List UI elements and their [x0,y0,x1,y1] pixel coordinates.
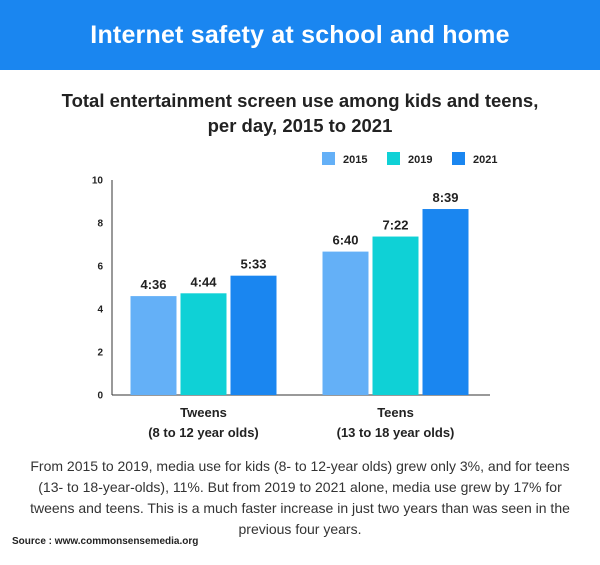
category-sublabel-teens: (13 to 18 year olds) [337,425,455,440]
bar-teens-2019 [372,236,419,395]
category-labels: Tweens (8 to 12 year olds) Teens (13 to 18 … [148,405,454,440]
category-label-tweens: Tweens [180,405,227,420]
bar-teens-2015 [322,251,369,395]
y-tick-label-0: 0 [97,391,103,402]
legend-label-2021: 2021 [473,154,497,166]
bar-value-label-teens-2019: 7:22 [382,218,408,233]
bar-teens-2021 [422,209,469,395]
y-tick-label-4: 4 [97,305,103,316]
bar-value-label-teens-2021: 8:39 [432,190,458,205]
category-sublabel-tweens: (8 to 12 year olds) [148,425,259,440]
bar-tweens-2015 [130,296,177,395]
bar-tweens-2019 [180,293,227,395]
source-credit: Source : www.commonsensemedia.org [12,536,199,547]
y-tick-label-2: 2 [97,348,103,359]
y-tick-label-10: 10 [92,176,104,187]
bar-value-labels: 4:36 4:44 5:33 6:40 7:22 8:39 [140,190,458,292]
header-banner: Internet safety at school and home [0,0,600,70]
bar-value-label-tweens-2015: 4:36 [140,277,166,292]
bars-group [130,209,469,395]
legend-label-2015: 2015 [343,154,367,166]
y-tick-labels: 0 2 4 6 8 10 [92,176,104,402]
y-tick-label-6: 6 [97,262,103,273]
bar-tweens-2021 [230,275,277,395]
legend-swatch-2021 [452,152,465,165]
y-tick-label-8: 8 [97,219,103,230]
bar-value-label-tweens-2021: 5:33 [240,257,266,272]
bar-value-label-tweens-2019: 4:44 [190,274,217,289]
chart-legend: 2015 2019 2021 [322,152,497,166]
category-label-teens: Teens [377,405,414,420]
legend-swatch-2015 [322,152,335,165]
banner-title: Internet safety at school and home [90,20,510,49]
legend-label-2019: 2019 [408,154,432,166]
legend-swatch-2019 [387,152,400,165]
summary-paragraph: From 2015 to 2019, media use for kids (8… [30,458,570,537]
chart-title: Total entertainment screen use among kid… [61,90,539,136]
bar-value-label-teens-2015: 6:40 [332,233,358,248]
